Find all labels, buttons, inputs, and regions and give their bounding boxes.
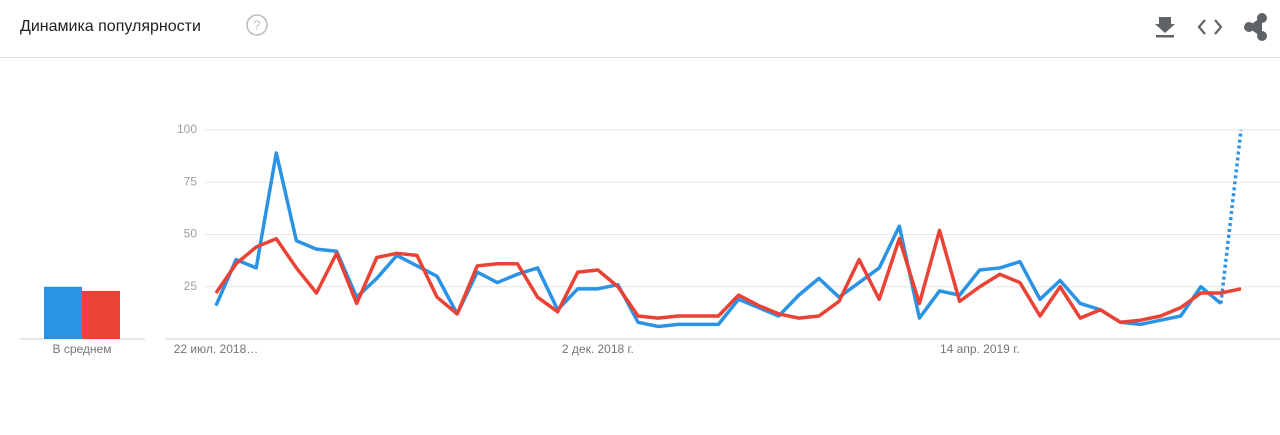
- x-tick-label: 22 июл. 2018…: [174, 342, 259, 356]
- y-tick-label: 100: [177, 122, 197, 136]
- embed-icon[interactable]: [1197, 19, 1223, 35]
- svg-text:?: ?: [253, 17, 260, 32]
- share-icon[interactable]: [1244, 13, 1267, 41]
- average-label: В среднем: [53, 342, 112, 356]
- y-tick-label: 50: [184, 227, 198, 241]
- download-icon[interactable]: [1155, 17, 1175, 38]
- y-tick-label: 25: [184, 279, 198, 293]
- average-bar: [82, 290, 120, 339]
- card-title: Динамика популярности: [20, 18, 201, 35]
- average-bar: [44, 286, 82, 339]
- help-icon[interactable]: ?: [246, 14, 268, 36]
- x-tick-label: 2 дек. 2018 г.: [562, 342, 634, 356]
- partial-trend-segment: [1219, 129, 1243, 304]
- trend-line: [214, 151, 1223, 329]
- x-tick-label: 14 апр. 2019 г.: [940, 342, 1019, 356]
- y-tick-label: 75: [184, 174, 198, 188]
- trend-line: [214, 228, 1242, 325]
